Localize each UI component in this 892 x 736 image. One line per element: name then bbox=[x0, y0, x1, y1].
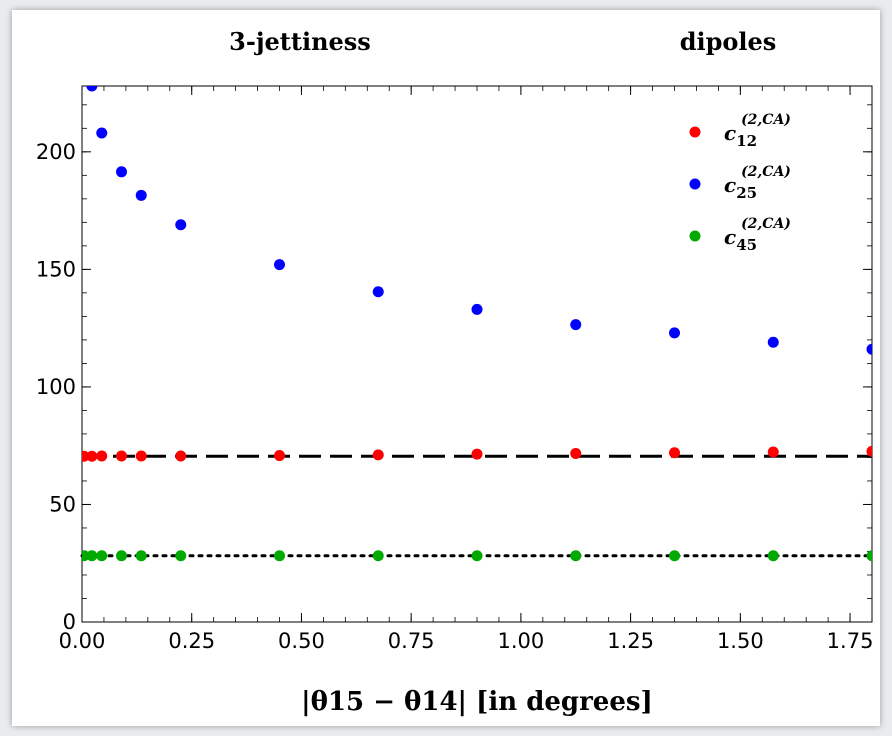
point-series-2 bbox=[471, 550, 483, 562]
legend-symbol: c bbox=[724, 121, 736, 145]
y-tick-label: 50 bbox=[49, 492, 76, 516]
point-series-1 bbox=[175, 219, 187, 231]
legend-label: c12 (2,CA) bbox=[724, 112, 791, 150]
point-series-1 bbox=[86, 86, 98, 92]
legend-marker bbox=[689, 230, 701, 242]
legend-marker bbox=[689, 178, 701, 190]
x-axis-label: |θ15 − θ14| [in degrees] bbox=[301, 687, 653, 717]
data-points bbox=[82, 86, 872, 562]
x-tick-label: 0.25 bbox=[168, 629, 215, 653]
legend-symbol: c bbox=[724, 173, 736, 197]
reference-lines bbox=[80, 454, 874, 558]
x-tick-label: 0.00 bbox=[59, 629, 106, 653]
points-clipped bbox=[82, 86, 872, 562]
point-series-0 bbox=[471, 448, 483, 460]
legend-superscript: (2,CA) bbox=[741, 112, 791, 128]
scatter-chart: 3-jettiness dipoles 0.00 0.25 0.50 0.75 1.00 1… bbox=[36, 27, 874, 717]
point-series-0 bbox=[866, 445, 872, 457]
point-series-2 bbox=[86, 550, 98, 562]
point-series-2 bbox=[116, 550, 127, 562]
point-series-1 bbox=[570, 319, 582, 331]
point-series-0 bbox=[86, 450, 98, 462]
point-series-0 bbox=[767, 446, 779, 458]
x-tick-label: 0.75 bbox=[388, 629, 435, 653]
legend-symbol: c bbox=[724, 225, 736, 249]
point-series-2 bbox=[767, 550, 779, 562]
legend-marker bbox=[689, 126, 701, 138]
point-series-0 bbox=[372, 449, 384, 461]
point-series-2 bbox=[274, 550, 285, 562]
point-series-1 bbox=[96, 127, 108, 139]
point-series-2 bbox=[96, 550, 108, 562]
chart-heading: 3-jettiness bbox=[229, 27, 371, 56]
y-tick-label: 100 bbox=[36, 375, 76, 399]
legend-superscript: (2,CA) bbox=[741, 164, 791, 180]
point-series-1 bbox=[135, 189, 147, 201]
axes: 0.00 0.25 0.50 0.75 1.00 1.25 1.50 1.75 0 50 100 15… bbox=[36, 85, 874, 653]
point-series-1 bbox=[274, 259, 285, 271]
x-tick-label: 1.75 bbox=[827, 629, 874, 653]
point-series-2 bbox=[669, 550, 680, 562]
point-series-2 bbox=[372, 550, 384, 562]
point-series-0 bbox=[135, 450, 147, 462]
chart-frame: 3-jettiness dipoles 0.00 0.25 0.50 0.75 1.00 1… bbox=[12, 10, 880, 726]
point-series-0 bbox=[274, 450, 285, 462]
point-series-1 bbox=[669, 327, 680, 339]
point-series-0 bbox=[669, 447, 680, 459]
point-series-1 bbox=[372, 286, 384, 298]
point-series-0 bbox=[96, 450, 108, 462]
y-tick-label: 150 bbox=[36, 257, 76, 281]
y-tick-label: 0 bbox=[63, 610, 76, 634]
point-series-1 bbox=[866, 343, 872, 355]
chart-heading: dipoles bbox=[680, 27, 777, 56]
legend-subscript: 45 bbox=[736, 236, 757, 254]
y-tick-label: 200 bbox=[36, 140, 76, 164]
point-series-1 bbox=[116, 166, 127, 178]
point-series-2 bbox=[175, 550, 187, 562]
legend-subscript: 12 bbox=[736, 132, 757, 150]
point-series-2 bbox=[135, 550, 147, 562]
point-series-0 bbox=[175, 450, 187, 462]
legend-superscript: (2,CA) bbox=[741, 216, 791, 232]
legend-label: c45 (2,CA) bbox=[724, 216, 791, 254]
legend: c12(2,CA)c25(2,CA)c45(2,CA) bbox=[689, 112, 791, 254]
point-series-0 bbox=[570, 447, 582, 459]
chart-headings: 3-jettiness dipoles bbox=[229, 27, 776, 56]
x-tick-label: 1.25 bbox=[607, 629, 654, 653]
point-series-2 bbox=[866, 550, 872, 562]
point-series-1 bbox=[471, 303, 483, 315]
point-series-0 bbox=[116, 450, 127, 462]
legend-subscript: 25 bbox=[736, 184, 757, 202]
x-tick-label: 1.00 bbox=[498, 629, 545, 653]
point-series-1 bbox=[767, 336, 779, 348]
x-tick-label: 0.50 bbox=[278, 629, 325, 653]
point-series-2 bbox=[570, 550, 582, 562]
legend-label: c25 (2,CA) bbox=[724, 164, 791, 202]
x-tick-label: 1.50 bbox=[717, 629, 764, 653]
